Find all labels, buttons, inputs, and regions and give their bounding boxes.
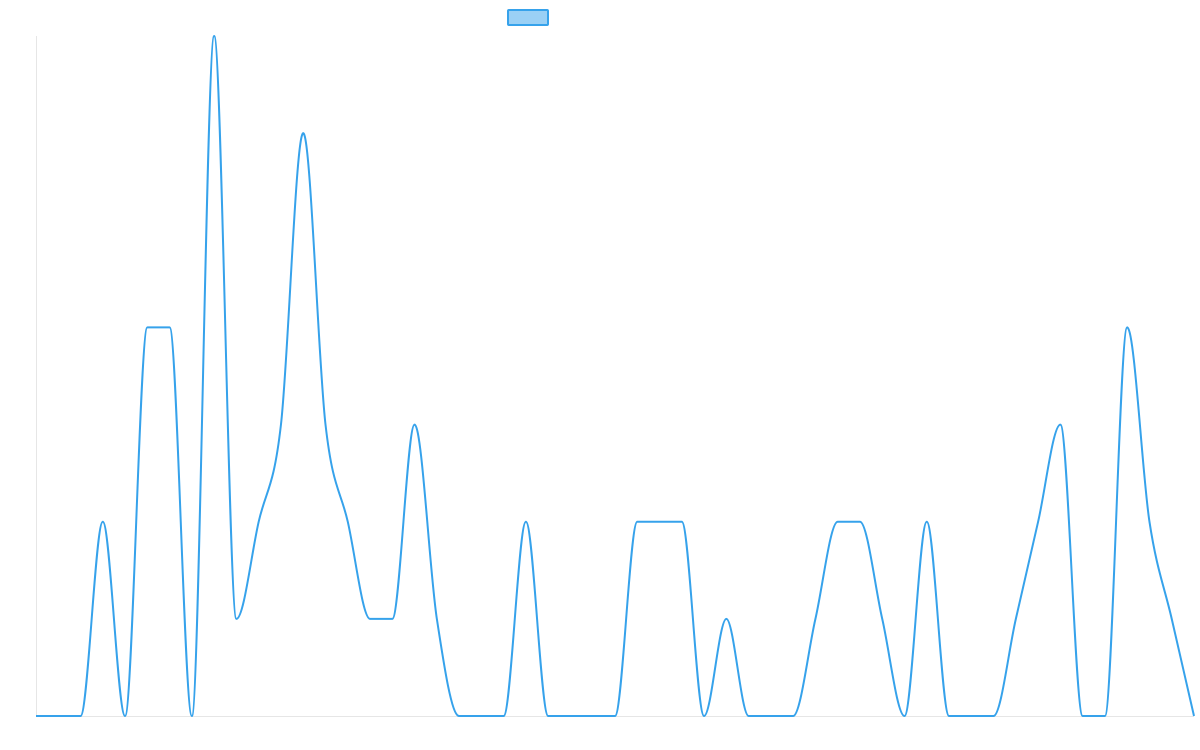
legend[interactable] (507, 9, 549, 26)
series-line-0[interactable] (36, 35, 1195, 717)
legend-swatch[interactable] (507, 9, 549, 26)
series-layer (36, 35, 1195, 717)
